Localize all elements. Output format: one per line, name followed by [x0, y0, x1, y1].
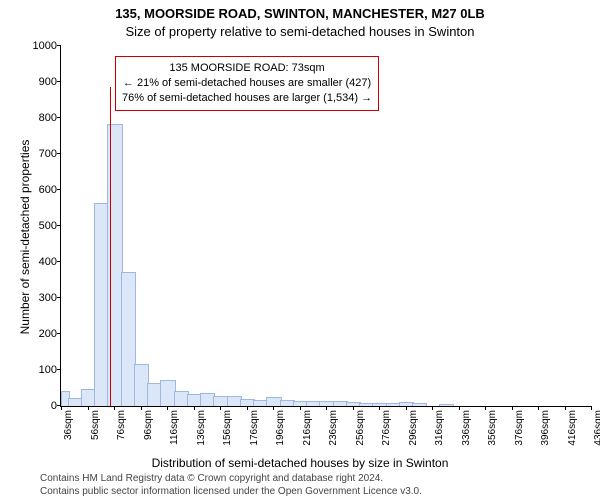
annotation-line1: 135 MOORSIDE ROAD: 73sqm [169, 62, 324, 74]
x-tick-mark [61, 406, 62, 410]
y-tick-mark [57, 225, 61, 226]
y-tick-mark [57, 117, 61, 118]
x-tick-mark [485, 406, 486, 410]
x-tick-label: 316sqm [434, 410, 445, 446]
x-tick-mark [114, 406, 115, 410]
x-tick-label: 336sqm [461, 410, 472, 446]
x-tick-mark [459, 406, 460, 410]
y-tick-label: 700 [39, 148, 61, 160]
y-axis-label: Number of semi-detached properties [18, 77, 32, 397]
y-tick-mark [57, 297, 61, 298]
x-tick-label: 296sqm [408, 410, 419, 446]
x-tick-label: 396sqm [540, 410, 551, 446]
histogram-bar [439, 404, 454, 406]
x-tick-mark [326, 406, 327, 410]
y-tick-label: 100 [39, 364, 61, 376]
x-tick-mark [141, 406, 142, 410]
x-tick-mark [220, 406, 221, 410]
chart-container: 135, MOORSIDE ROAD, SWINTON, MANCHESTER,… [0, 0, 600, 500]
y-tick-mark [57, 153, 61, 154]
annotation-line3: 76% of semi-detached houses are larger (… [122, 92, 372, 104]
y-tick-label: 900 [39, 76, 61, 88]
y-tick-label: 400 [39, 256, 61, 268]
annotation-line2: ← 21% of semi-detached houses are smalle… [123, 77, 371, 89]
annotation-box: 135 MOORSIDE ROAD: 73sqm ← 21% of semi-de… [115, 56, 379, 111]
y-tick-label: 1000 [33, 40, 61, 52]
y-tick-label: 200 [39, 328, 61, 340]
y-tick-mark [57, 261, 61, 262]
x-tick-mark [538, 406, 539, 410]
x-tick-label: 36sqm [63, 410, 74, 440]
x-tick-mark [167, 406, 168, 410]
x-axis-label: Distribution of semi-detached houses by … [0, 456, 600, 470]
footer-line2: Contains public sector information licen… [40, 486, 422, 497]
y-tick-mark [57, 81, 61, 82]
x-tick-label: 276sqm [381, 410, 392, 446]
chart-title-line2: Size of property relative to semi-detach… [0, 24, 600, 39]
x-tick-label: 356sqm [487, 410, 498, 446]
y-tick-mark [57, 369, 61, 370]
x-tick-label: 236sqm [328, 410, 339, 446]
x-tick-mark [194, 406, 195, 410]
x-tick-label: 176sqm [249, 410, 260, 446]
x-tick-label: 256sqm [355, 410, 366, 446]
property-marker-line [110, 87, 111, 406]
y-tick-mark [57, 189, 61, 190]
footer-line1: Contains HM Land Registry data © Crown c… [40, 473, 383, 484]
footer-attribution: Contains HM Land Registry data © Crown c… [40, 473, 594, 498]
y-tick-label: 800 [39, 112, 61, 124]
x-tick-mark [88, 406, 89, 410]
x-tick-label: 136sqm [196, 410, 207, 446]
x-tick-mark [273, 406, 274, 410]
y-tick-label: 600 [39, 184, 61, 196]
x-tick-label: 116sqm [169, 410, 180, 445]
y-tick-label: 0 [51, 400, 61, 412]
y-tick-label: 300 [39, 292, 61, 304]
x-tick-mark [247, 406, 248, 410]
x-tick-label: 56sqm [90, 410, 101, 440]
x-tick-mark [353, 406, 354, 410]
x-tick-label: 156sqm [222, 410, 233, 446]
histogram-bar [412, 403, 427, 406]
x-tick-mark [300, 406, 301, 410]
y-tick-mark [57, 333, 61, 334]
x-tick-label: 96sqm [143, 410, 154, 440]
x-tick-mark [565, 406, 566, 410]
x-tick-label: 376sqm [514, 410, 525, 446]
y-tick-mark [57, 45, 61, 46]
x-tick-mark [379, 406, 380, 410]
x-tick-label: 436sqm [593, 410, 600, 446]
x-tick-label: 76sqm [116, 410, 127, 440]
x-tick-label: 196sqm [275, 410, 286, 446]
x-tick-mark [432, 406, 433, 410]
plot-area: 0100200300400500600700800900100036sqm56s… [60, 46, 591, 407]
x-tick-mark [591, 406, 592, 410]
x-tick-mark [406, 406, 407, 410]
chart-title-line1: 135, MOORSIDE ROAD, SWINTON, MANCHESTER,… [0, 6, 600, 21]
x-tick-label: 416sqm [567, 410, 578, 446]
y-tick-label: 500 [39, 220, 61, 232]
x-tick-mark [512, 406, 513, 410]
x-tick-label: 216sqm [302, 410, 313, 446]
